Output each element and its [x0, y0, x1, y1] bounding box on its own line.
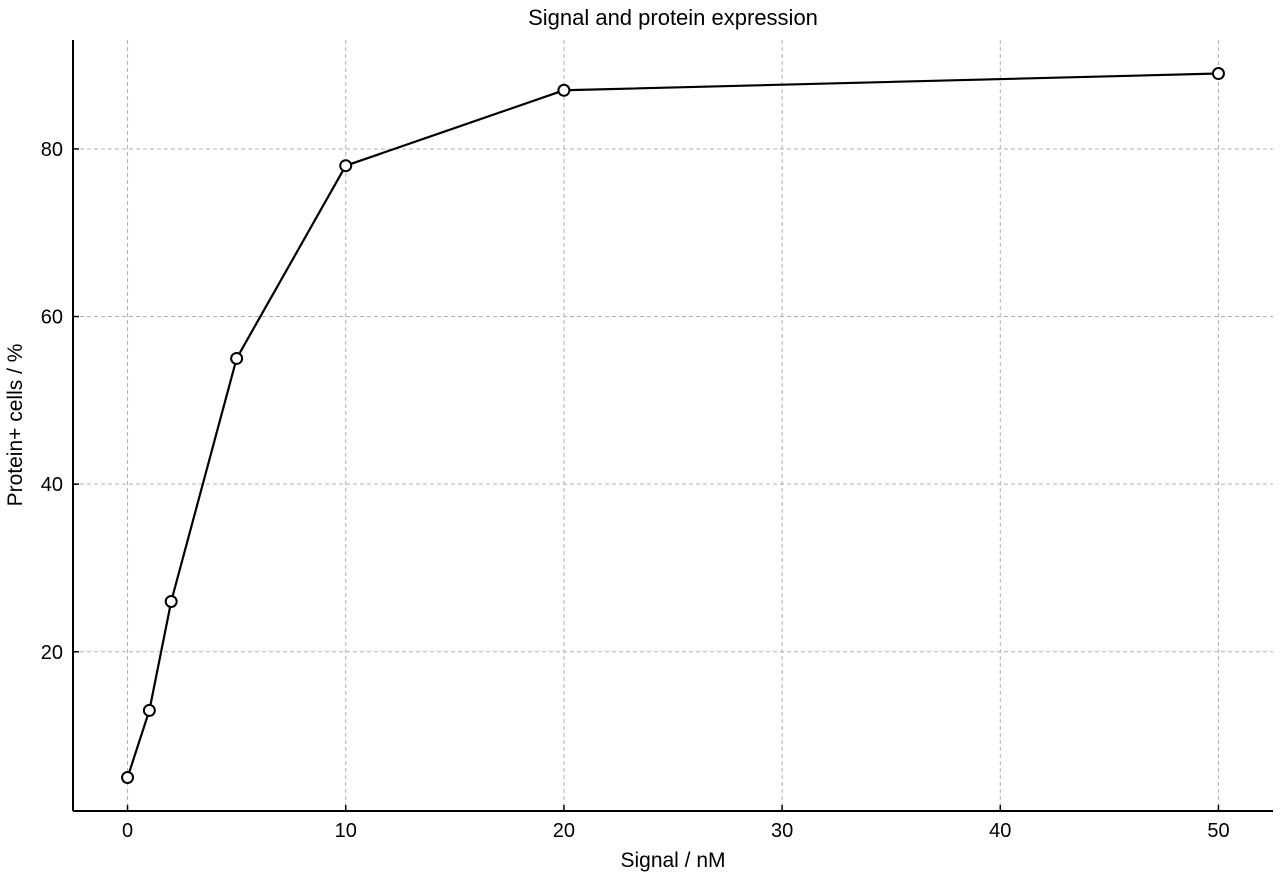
y-tick-label: 60: [41, 307, 63, 329]
x-tick-label: 10: [335, 820, 357, 842]
tick-labels: 0 10 20 30 40 50 20 40 60 80: [41, 139, 1230, 842]
data-point: [557, 83, 571, 97]
x-tick-label: 30: [771, 820, 793, 842]
axes: [72, 40, 1273, 812]
y-tick-label: 20: [41, 642, 63, 664]
data-point: [121, 770, 135, 784]
x-tick-label: 50: [1207, 820, 1229, 842]
x-tick-label: 20: [553, 820, 575, 842]
chart-title: Signal and protein expression: [528, 5, 818, 30]
series-line: [126, 72, 1219, 778]
data-point: [1211, 67, 1225, 81]
data-point: [164, 594, 178, 608]
x-tick-label: 40: [989, 820, 1011, 842]
x-axis-title: Signal / nM: [620, 849, 725, 872]
series: [121, 67, 1225, 784]
grid: [73, 40, 1273, 811]
data-point: [230, 351, 244, 365]
y-axis-title: Protein+ cells / %: [4, 344, 27, 507]
y-tick-label: 80: [41, 139, 63, 161]
data-point: [142, 703, 156, 717]
y-tick-label: 40: [41, 474, 63, 496]
x-tick-label: 0: [122, 820, 133, 842]
data-point: [339, 159, 353, 173]
